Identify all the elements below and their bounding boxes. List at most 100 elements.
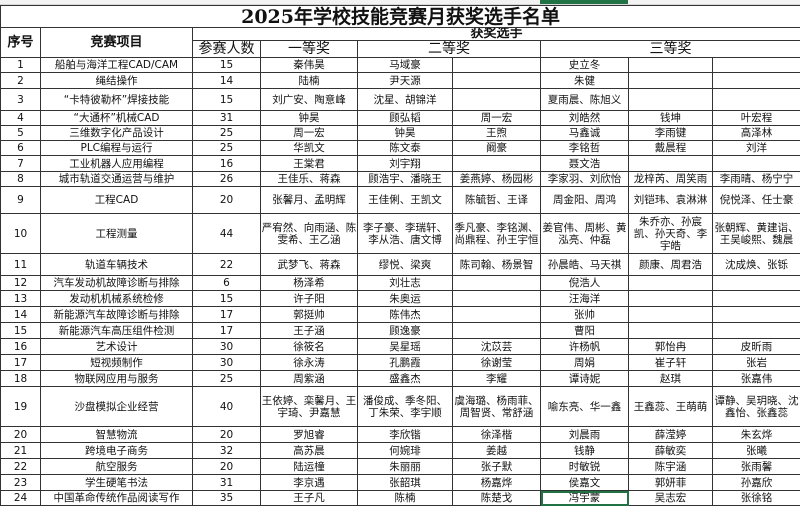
participant-count-cell[interactable]: 15 [192,290,261,307]
project-name-cell[interactable]: 智慧物流 [40,426,193,443]
third-prize-3-cell[interactable]: 沈成焕、张铄 [711,253,800,276]
third-prize-2-cell[interactable]: 王鑫蕊、王萌萌 [628,386,713,427]
third-prize-2-cell[interactable]: 赵琪 [628,370,713,387]
third-prize-3-cell[interactable] [711,72,800,89]
second-prize-2-cell[interactable] [452,72,541,89]
row-number-cell[interactable]: 12 [0,275,41,291]
third-prize-2-cell[interactable]: 戴晨程 [628,140,713,156]
third-prize-1-cell[interactable]: 倪浩人 [540,275,629,291]
third-prize-2-cell[interactable] [628,275,713,291]
third-prize-1-cell[interactable]: 张帅 [540,306,629,323]
second-prize-1-cell[interactable]: 盛鑫杰 [357,370,453,387]
project-name-cell[interactable]: “卡特彼勒杯”焊接技能 [40,88,193,111]
row-number-cell[interactable]: 7 [0,155,41,172]
participant-count-cell[interactable]: 6 [192,275,261,291]
second-prize-2-cell[interactable]: 陈毓哲、王译 [452,186,541,214]
project-name-cell[interactable]: 工程CAD [40,186,193,214]
row-number-cell[interactable]: 18 [0,370,41,387]
participant-count-cell[interactable]: 31 [192,474,261,491]
row-number-cell[interactable]: 4 [0,110,41,126]
third-prize-2-cell[interactable] [628,57,713,73]
third-prize-3-cell[interactable] [711,290,800,307]
row-number-cell[interactable]: 13 [0,290,41,307]
row-number-cell[interactable]: 2 [0,72,41,89]
row-number-cell[interactable]: 15 [0,322,41,339]
first-prize-cell[interactable]: 王棠君 [260,155,358,172]
third-prize-2-cell[interactable] [628,290,713,307]
project-name-cell[interactable]: 船舶与海洋工程CAD/CAM [40,57,193,73]
participant-count-cell[interactable]: 20 [192,426,261,443]
participant-count-cell[interactable]: 22 [192,253,261,276]
third-prize-1-cell[interactable]: 姜官伟、周彬、黄泓亮、仲磊 [540,213,629,254]
third-prize-3-cell[interactable] [711,155,800,172]
third-prize-1-cell[interactable]: 史立冬 [540,57,629,73]
third-prize-2-cell[interactable] [628,155,713,172]
third-prize-3-cell[interactable]: 谭静、吴玥晓、沈鑫怡、张鑫蕊 [711,386,800,427]
participant-count-cell[interactable]: 25 [192,140,261,156]
second-prize-1-cell[interactable]: 顾弘韬 [357,110,453,126]
participant-count-cell[interactable]: 14 [192,72,261,89]
second-prize-1-cell[interactable]: 朱丽丽 [357,458,453,475]
row-number-cell[interactable]: 21 [0,442,41,459]
third-prize-3-cell[interactable] [711,322,800,339]
third-prize-2-cell[interactable] [628,322,713,339]
project-name-cell[interactable]: 中国革命传统作品阅读写作 [40,490,193,506]
row-number-cell[interactable]: 3 [0,88,41,111]
second-prize-2-cell[interactable]: 杨嘉烨 [452,474,541,491]
row-number-cell[interactable]: 11 [0,253,41,276]
second-prize-1-cell[interactable]: 沈星、胡锦洋 [357,88,453,111]
first-prize-cell[interactable]: 高苏晨 [260,442,358,459]
row-number-cell[interactable]: 23 [0,474,41,491]
project-name-cell[interactable]: 物联网应用与服务 [40,370,193,387]
third-prize-3-cell[interactable]: 张朝辉、黄建诣、王吴峻熙、魏晨 [711,213,800,254]
project-name-cell[interactable]: 新能源汽车故障诊断与排除 [40,306,193,323]
participant-count-cell[interactable]: 20 [192,458,261,475]
third-prize-1-cell[interactable]: 刘皓然 [540,110,629,126]
second-prize-2-cell[interactable]: 陈楚戈 [452,490,541,506]
third-prize-2-cell[interactable]: 薛滢婷 [628,426,713,443]
third-prize-1-cell[interactable]: 朱健 [540,72,629,89]
second-prize-2-cell[interactable] [452,322,541,339]
third-prize-3-cell[interactable]: 高泽林 [711,125,800,141]
third-prize-2-cell[interactable]: 吴志宏 [628,490,713,506]
second-prize-1-cell[interactable]: 吴星瑶 [357,338,453,355]
third-prize-1-cell[interactable]: 曹阳 [540,322,629,339]
second-prize-2-cell[interactable] [452,290,541,307]
second-prize-1-cell[interactable]: 潘俊成、季冬阳、丁朱荣、李宇顺 [357,386,453,427]
second-prize-1-cell[interactable]: 何婉琲 [357,442,453,459]
row-number-cell[interactable]: 8 [0,171,41,187]
row-number-cell[interactable]: 14 [0,306,41,323]
third-prize-1-cell[interactable]: 许杨帆 [540,338,629,355]
second-prize-1-cell[interactable]: 顾逸豪 [357,322,453,339]
participant-count-cell[interactable]: 40 [192,386,261,427]
third-prize-3-cell[interactable]: 张徐铭 [711,490,800,506]
second-prize-2-cell[interactable]: 阚豪 [452,140,541,156]
first-prize-cell[interactable]: 王子凡 [260,490,358,506]
row-number-cell[interactable]: 20 [0,426,41,443]
first-prize-cell[interactable]: 周紫涵 [260,370,358,387]
third-prize-1-cell[interactable]: 刘晨雨 [540,426,629,443]
first-prize-cell[interactable]: 李京遇 [260,474,358,491]
third-prize-3-cell[interactable] [711,88,800,111]
second-prize-1-cell[interactable]: 王佳俐、王凯文 [357,186,453,214]
project-name-cell[interactable]: 三维数字化产品设计 [40,125,193,141]
row-number-cell[interactable]: 19 [0,386,41,427]
third-prize-1-cell[interactable]: 喻东亮、华一鑫 [540,386,629,427]
third-prize-3-cell[interactable]: 叶宏程 [711,110,800,126]
third-prize-2-cell[interactable]: 刘铠玮、袁淋淋 [628,186,713,214]
project-name-cell[interactable]: 发动机机械系统检修 [40,290,193,307]
second-prize-1-cell[interactable]: 刘宇翔 [357,155,453,172]
participant-count-cell[interactable]: 30 [192,354,261,371]
participant-count-cell[interactable]: 15 [192,88,261,111]
second-prize-2-cell[interactable] [452,57,541,73]
second-prize-1-cell[interactable]: 钟昊 [357,125,453,141]
second-prize-2-cell[interactable]: 虞海璐、杨雨菲、周智贤、常舒涵 [452,386,541,427]
third-prize-1-cell[interactable]: 孙晨皓、马天祺 [540,253,629,276]
second-prize-2-cell[interactable]: 姜越 [452,442,541,459]
row-number-cell[interactable]: 16 [0,338,41,355]
project-name-cell[interactable]: 学生硬笔书法 [40,474,193,491]
third-prize-2-cell[interactable]: 李雨键 [628,125,713,141]
third-prize-1-cell[interactable]: 时敏锐 [540,458,629,475]
participant-count-cell[interactable]: 25 [192,370,261,387]
project-name-cell[interactable]: 轨道车辆技术 [40,253,193,276]
